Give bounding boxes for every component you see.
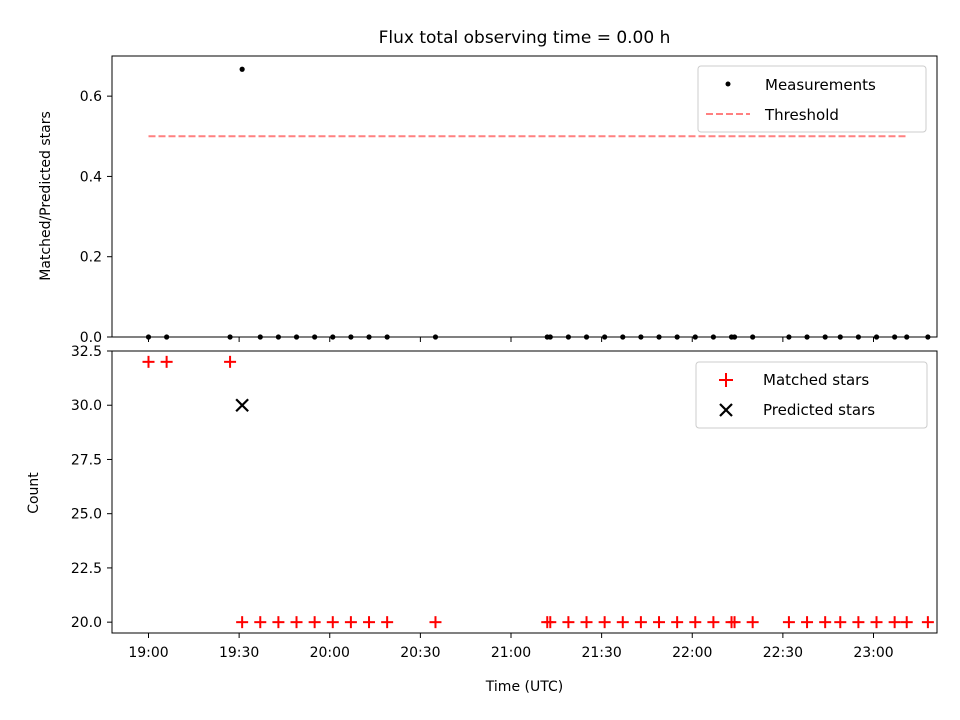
top-y-tick-label: 0.2 xyxy=(80,250,102,266)
bottom-x-tick-label: 23:00 xyxy=(853,645,893,661)
matched-star-point xyxy=(224,355,237,368)
matched-star-point xyxy=(689,616,702,629)
top-legend-box xyxy=(697,65,927,133)
bottom-legend-box xyxy=(695,361,928,429)
matched-star-point xyxy=(254,616,267,629)
matched-star-point xyxy=(142,355,155,368)
top-y-tick-label: 0.0 xyxy=(80,330,102,346)
bottom-x-tick-label: 19:30 xyxy=(219,645,259,661)
legend-matched-marker xyxy=(719,373,733,387)
bottom-y-ticks: 20.0 22.5 25.0 27.5 30.0 32.5 xyxy=(71,344,112,631)
matched-star-point xyxy=(344,616,357,629)
top-y-ticks: 0.0 0.2 0.4 0.6 xyxy=(80,89,112,346)
legend-measurements-label: Measurements xyxy=(765,76,876,94)
top-axes-frame xyxy=(111,55,938,338)
bottom-legend: Matched stars Predicted stars xyxy=(695,361,928,429)
matched-star-point xyxy=(870,616,883,629)
matched-star-point xyxy=(634,616,647,629)
top-y-axis-label: Matched/Predicted stars xyxy=(38,111,54,281)
legend-matched-label: Matched stars xyxy=(763,371,869,389)
matched-star-point xyxy=(160,355,173,368)
bottom-panel: Count Time (UTC) 20.0 22.5 25.0 27.5 30.0 32.… xyxy=(26,344,938,695)
matched-star-point xyxy=(671,616,684,629)
bottom-y-tick-label: 27.5 xyxy=(71,452,102,468)
matched-star-point xyxy=(236,616,249,629)
matched-star-point xyxy=(544,616,557,629)
matched-star-point xyxy=(290,616,303,629)
bottom-x-axis-label: Time (UTC) xyxy=(485,679,563,695)
matched-star-point xyxy=(852,616,865,629)
matched-star-point xyxy=(562,616,575,629)
legend-threshold-label: Threshold xyxy=(764,106,839,124)
matched-star-point xyxy=(598,616,611,629)
matched-star-point xyxy=(653,616,666,629)
bottom-x-ticks: 19:00 19:30 20:00 20:30 21:00 21:30 22:00 22:30… xyxy=(128,633,894,661)
bottom-x-tick-label: 22:00 xyxy=(672,645,712,661)
matched-star-point xyxy=(326,616,339,629)
matched-star-point xyxy=(272,616,285,629)
bottom-axes-frame xyxy=(111,350,938,634)
top-panel: Flux total observing time = 0.00 h Match… xyxy=(38,28,938,346)
matched-star-point xyxy=(782,616,795,629)
matched-star-point xyxy=(888,616,901,629)
matched-star-point xyxy=(746,616,759,629)
bottom-y-tick-label: 25.0 xyxy=(71,507,102,523)
bottom-x-tick-label: 22:30 xyxy=(763,645,803,661)
top-x-ticks xyxy=(148,337,874,342)
top-legend: Measurements Threshold xyxy=(697,65,927,133)
matched-star-point xyxy=(801,616,814,629)
bottom-y-tick-label: 30.0 xyxy=(71,398,102,414)
matched-star-point xyxy=(834,616,847,629)
matched-star-point xyxy=(429,616,442,629)
matched-star-point xyxy=(921,616,934,629)
legend-predicted-label: Predicted stars xyxy=(763,401,875,419)
matched-star-point xyxy=(363,616,376,629)
bottom-x-tick-label: 20:00 xyxy=(310,645,350,661)
matched-star-point xyxy=(707,616,720,629)
matched-star-point xyxy=(308,616,321,629)
bottom-y-tick-label: 22.5 xyxy=(71,561,102,577)
matched-star-point xyxy=(728,616,741,629)
legend-predicted-marker xyxy=(719,403,733,417)
matched-star-point xyxy=(381,616,394,629)
matched-star-point xyxy=(616,616,629,629)
bottom-x-tick-label: 20:30 xyxy=(400,645,440,661)
bottom-y-tick-label: 32.5 xyxy=(71,344,102,360)
matched-star-point xyxy=(900,616,913,629)
top-y-tick-label: 0.4 xyxy=(80,169,102,185)
measurement-point xyxy=(239,66,245,72)
bottom-x-tick-label: 21:30 xyxy=(581,645,621,661)
top-title: Flux total observing time = 0.00 h xyxy=(379,28,671,48)
matched-star-point xyxy=(580,616,593,629)
bottom-marks xyxy=(142,355,934,629)
top-y-tick-label: 0.6 xyxy=(80,89,102,105)
bottom-y-tick-label: 20.0 xyxy=(71,615,102,631)
bottom-y-axis-label: Count xyxy=(26,472,42,514)
bottom-x-tick-label: 19:00 xyxy=(128,645,168,661)
bottom-x-tick-label: 21:00 xyxy=(491,645,531,661)
legend-measurements-marker xyxy=(725,81,731,87)
matched-star-point xyxy=(819,616,832,629)
predicted-star-point xyxy=(235,398,249,413)
